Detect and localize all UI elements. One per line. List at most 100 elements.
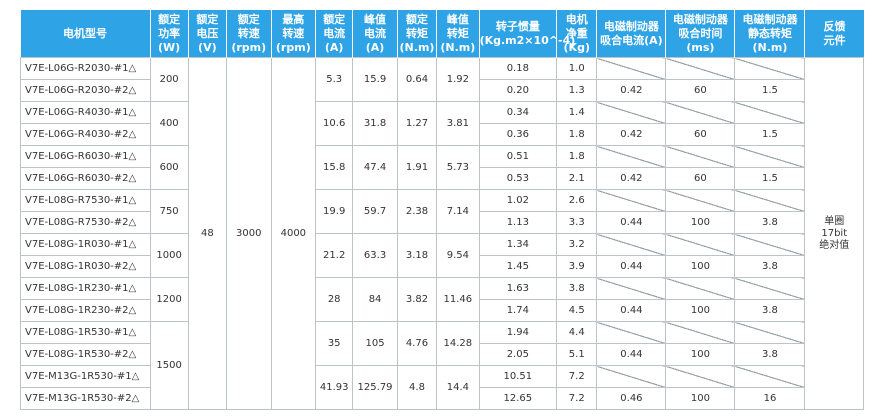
rotor-inertia-cell: 12.65 xyxy=(478,387,558,410)
power-cell: 600 xyxy=(149,145,189,190)
table-row: V7E-L08G-1R030-#2△ 1.45 3.9 0.44 100 3.8 xyxy=(20,255,864,278)
peak-torque-cell: 7.14 xyxy=(436,189,480,234)
net-weight-cell: 1.0 xyxy=(556,57,598,80)
peak-current-cell: 15.9 xyxy=(352,57,398,102)
feedback-cell: 单圈 17bit 绝对值 xyxy=(804,57,864,410)
table-row: V7E-L08G-1R230-#2△ 1.74 4.5 0.44 100 3.8 xyxy=(20,299,864,322)
brake-time-cell: 60 xyxy=(665,123,736,146)
model-cell: V7E-L06G-R6030-#1△ xyxy=(20,145,151,168)
brake-current-empty-cell xyxy=(596,57,667,80)
header-net-weight: 电机 净重 (Kg) xyxy=(556,10,597,58)
model-cell: V7E-L08G-1R530-#2△ xyxy=(20,343,151,366)
brake-torque-cell: 3.8 xyxy=(734,299,806,322)
header-rotor-inertia: 转子惯量 (Kg.m2×10^-4) xyxy=(478,10,575,58)
brake-time-cell: 60 xyxy=(665,167,736,190)
model-cell: V7E-L06G-R4030-#1△ xyxy=(20,101,151,124)
table-row: V7E-L08G-1R530-#1△ 1500 35 105 4.76 14.28 1.94… xyxy=(20,321,864,410)
power-cell: 1000 xyxy=(149,233,189,278)
brake-torque-empty-cell xyxy=(734,145,806,168)
rotor-inertia-cell: 1.74 xyxy=(478,299,558,322)
brake-current-cell: 0.44 xyxy=(596,255,667,278)
brake-time-cell: 100 xyxy=(665,299,736,322)
rotor-inertia-cell: 1.02 xyxy=(478,189,558,212)
rated-torque-cell: 3.18 xyxy=(396,233,438,278)
rated-speed-cell: 3000 xyxy=(225,57,272,410)
power-cell: 1500 xyxy=(149,321,189,410)
rotor-inertia-cell: 0.34 xyxy=(478,101,558,124)
power-cell: 200 xyxy=(149,57,189,102)
rated-torque-cell: 1.27 xyxy=(396,101,438,146)
brake-current-cell: 0.42 xyxy=(596,79,667,102)
brake-torque-empty-cell xyxy=(734,101,806,124)
model-cell: V7E-M13G-1R530-#2△ xyxy=(20,387,151,410)
rotor-inertia-cell: 0.53 xyxy=(478,167,558,190)
model-cell: V7E-L08G-R7530-#1△ xyxy=(20,189,151,212)
peak-current-cell: 63.3 xyxy=(352,233,398,278)
net-weight-cell: 4.4 xyxy=(556,321,598,344)
table-row: V7E-L06G-R2030-#2△ 0.20 1.3 0.42 60 1.5 xyxy=(20,79,864,102)
brake-current-empty-cell xyxy=(596,189,667,212)
brake-time-empty-cell xyxy=(665,365,736,388)
header-rated-torque: 额定 转矩 (N.m) xyxy=(396,10,437,58)
peak-torque-cell: 14.28 xyxy=(436,321,480,366)
rotor-inertia-cell: 10.51 xyxy=(478,365,558,388)
rated-torque-cell: 2.38 xyxy=(396,189,438,234)
brake-time-empty-cell xyxy=(665,145,736,168)
rated-torque-cell: 4.8 xyxy=(396,365,438,410)
peak-torque-cell: 14.4 xyxy=(436,365,480,410)
peak-torque-cell: 3.81 xyxy=(436,101,480,146)
net-weight-cell: 7.2 xyxy=(556,387,598,410)
net-weight-cell: 1.3 xyxy=(556,79,598,102)
header-row: 电机型号 额定 功率 (W) 额定 电压 (V) 额定 转速 (rpm) 最高 转速 (… xyxy=(20,10,864,58)
header-brake-current: 电磁制动器 吸合电流(A) xyxy=(596,10,666,58)
model-cell: V7E-L08G-1R030-#2△ xyxy=(20,255,151,278)
brake-torque-empty-cell xyxy=(734,277,806,300)
brake-current-cell: 0.44 xyxy=(596,211,667,234)
peak-torque-cell: 9.54 xyxy=(436,233,480,278)
brake-torque-cell: 3.8 xyxy=(734,255,806,278)
rotor-inertia-cell: 0.20 xyxy=(478,79,558,102)
table-row: V7E-L06G-R6030-#2△ 0.53 2.1 0.42 60 1.5 xyxy=(20,167,864,190)
net-weight-cell: 2.1 xyxy=(556,167,598,190)
motor-spec-table: 电机型号 额定 功率 (W) 额定 电压 (V) 额定 转速 (rpm) 最高 转速 (… xyxy=(20,10,864,410)
rotor-inertia-cell: 1.94 xyxy=(478,321,558,344)
peak-current-cell: 84 xyxy=(352,277,398,322)
brake-time-empty-cell xyxy=(665,101,736,124)
brake-current-cell: 0.44 xyxy=(596,343,667,366)
brake-torque-empty-cell xyxy=(734,233,806,256)
brake-time-cell: 60 xyxy=(665,79,736,102)
brake-torque-cell: 1.5 xyxy=(734,79,806,102)
net-weight-cell: 1.8 xyxy=(556,145,598,168)
brake-current-empty-cell xyxy=(596,321,667,344)
model-cell: V7E-M13G-1R530-#1△ xyxy=(20,365,151,388)
table-header: 电机型号 额定 功率 (W) 额定 电压 (V) 额定 转速 (rpm) 最高 转速 (… xyxy=(20,10,864,58)
model-cell: V7E-L06G-R2030-#1△ xyxy=(20,57,151,80)
table-row: V7E-L08G-1R030-#1△ 1000 21.2 63.3 3.18 9.54 1.… xyxy=(20,233,864,278)
peak-torque-cell: 11.46 xyxy=(436,277,480,322)
rated-torque-cell: 4.76 xyxy=(396,321,438,366)
brake-torque-empty-cell xyxy=(734,321,806,344)
header-brake-time: 电磁制动器 吸合时间(ms) xyxy=(665,10,735,58)
rated-current-cell: 10.6 xyxy=(315,101,354,146)
rated-current-cell: 41.93 xyxy=(315,365,354,410)
brake-time-empty-cell xyxy=(665,57,736,80)
net-weight-cell: 5.1 xyxy=(556,343,598,366)
rated-torque-cell: 0.64 xyxy=(396,57,438,102)
brake-torque-empty-cell xyxy=(734,57,806,80)
net-weight-cell: 1.8 xyxy=(556,123,598,146)
peak-torque-cell: 1.92 xyxy=(436,57,480,102)
header-rated-voltage: 额定 电压 (V) xyxy=(187,10,227,58)
table-row: V7E-L08G-R7530-#2△ 1.13 3.3 0.44 100 3.8 xyxy=(20,211,864,234)
power-cell: 750 xyxy=(149,189,189,234)
header-rated-power: 额定 功率 (W) xyxy=(149,10,189,58)
model-cell: V7E-L08G-1R030-#1△ xyxy=(20,233,151,256)
model-cell: V7E-L06G-R4030-#2△ xyxy=(20,123,151,146)
rotor-inertia-cell: 2.05 xyxy=(478,343,558,366)
header-peak-torque: 峰值 转矩 (N.m) xyxy=(436,10,480,58)
table-body: V7E-L06G-R2030-#1△ 200 48 3000 4000 5.3 15.9 0.… xyxy=(20,57,864,410)
brake-current-cell: 0.42 xyxy=(596,123,667,146)
header-peak-current: 峰值 电流 (A) xyxy=(352,10,398,58)
net-weight-cell: 3.3 xyxy=(556,211,598,234)
brake-current-empty-cell xyxy=(596,233,667,256)
peak-current-cell: 105 xyxy=(352,321,398,366)
